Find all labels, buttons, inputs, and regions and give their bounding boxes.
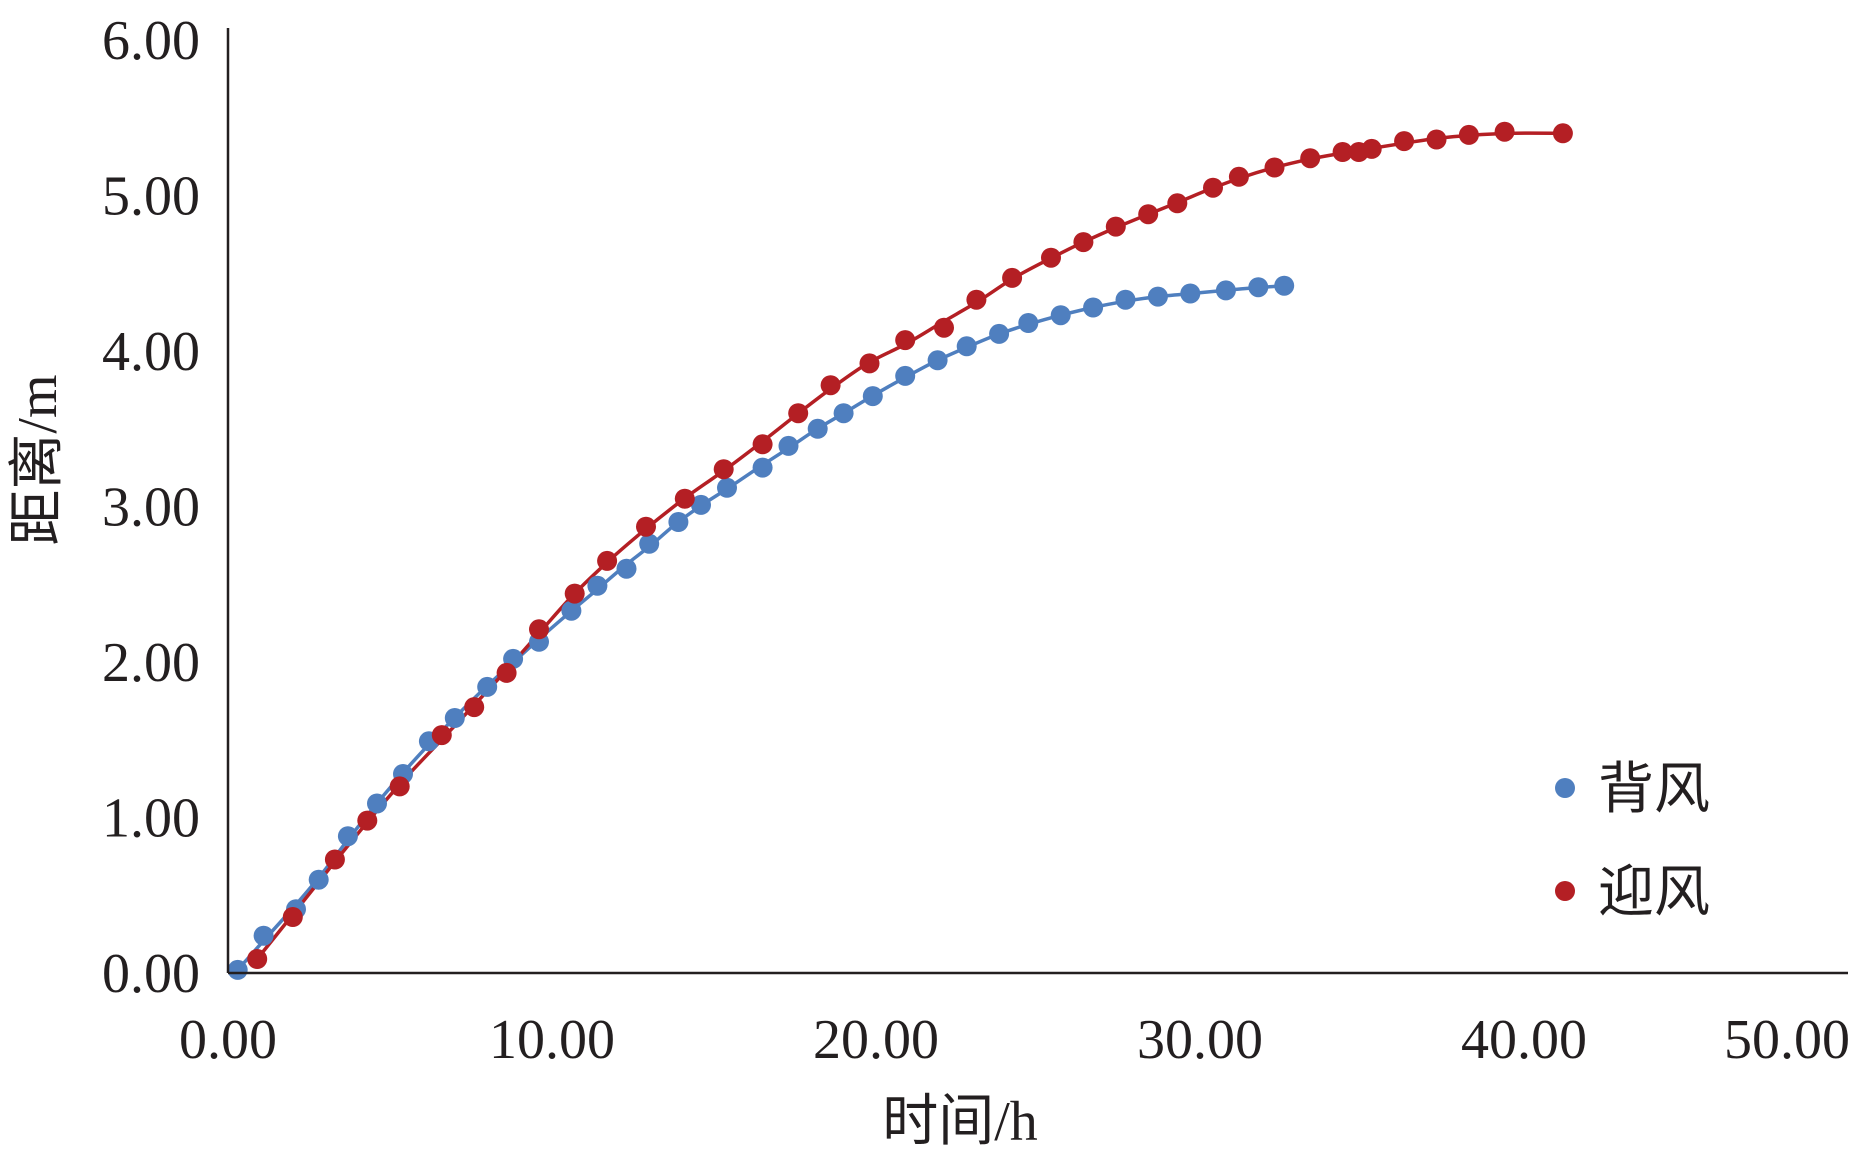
leeward-data-point <box>1274 275 1295 296</box>
legend-label-windward: 迎风 <box>1598 862 1710 924</box>
windward-data-point <box>1426 129 1447 150</box>
windward-data-point <box>1041 247 1061 268</box>
windward-data-point <box>1138 204 1159 225</box>
leeward-data-point <box>337 826 358 847</box>
leeward-data-point <box>833 403 854 424</box>
windward-data-point <box>1203 177 1223 198</box>
y-tick-label: 5.00 <box>102 166 200 228</box>
leeward-data-point <box>1050 305 1071 326</box>
windward-data-point <box>859 353 880 374</box>
leeward-data-point <box>1018 313 1039 333</box>
leeward-data-point <box>367 793 387 814</box>
windward-data-point <box>1105 216 1126 237</box>
x-tick-label: 40.00 <box>1461 1009 1587 1071</box>
leeward-data-point <box>1248 277 1269 298</box>
leeward-trendline <box>236 283 1285 972</box>
leeward-data-point <box>227 959 248 980</box>
windward-data-point <box>934 317 954 338</box>
legend-marker-windward <box>1555 881 1575 901</box>
windward-data-point <box>1394 131 1415 152</box>
x-tick-label: 10.00 <box>489 1009 615 1071</box>
windward-data-point <box>1264 157 1285 178</box>
windward-data-point <box>389 776 410 797</box>
y-tick-labels: 0.00 1.00 2.00 3.00 4.00 5.00 6.00 <box>102 10 200 1005</box>
windward-data-point <box>1552 123 1573 144</box>
leeward-data-point <box>807 418 828 439</box>
leeward-data-point <box>956 336 977 357</box>
windward-data-point <box>282 907 303 927</box>
windward-data-point <box>564 583 585 604</box>
windward-data-point <box>752 434 773 455</box>
leeward-data-point <box>587 575 608 596</box>
windward-data-point <box>357 810 378 831</box>
x-tick-label: 0.00 <box>179 1009 277 1071</box>
leeward-data-point <box>1180 283 1201 304</box>
x-tick-label: 20.00 <box>813 1009 939 1071</box>
x-tick-label: 30.00 <box>1137 1009 1263 1071</box>
y-tick-label: 4.00 <box>102 321 200 383</box>
leeward-data-point <box>616 558 637 579</box>
x-axis-title: 时间/h <box>882 1091 1038 1153</box>
windward-data-point <box>247 949 268 969</box>
leeward-data-point <box>561 600 582 621</box>
windward-data-point <box>529 619 549 640</box>
leeward-data-point <box>717 477 737 498</box>
leeward-data-point <box>778 435 799 456</box>
windward-data-point <box>1167 193 1188 214</box>
leeward-data-point <box>989 323 1010 344</box>
leeward-data-point <box>1215 280 1236 301</box>
y-axis-title: 距离/m <box>7 374 69 545</box>
windward-data-point <box>1361 138 1382 159</box>
windward-data-point <box>713 459 734 480</box>
x-tick-label: 50.00 <box>1724 1009 1850 1071</box>
legend-marker-leeward <box>1555 778 1575 798</box>
windward-data-point <box>636 516 656 537</box>
windward-data-point <box>820 375 841 396</box>
windward-data-point <box>597 550 618 571</box>
x-tick-labels: 0.00 10.00 20.00 30.00 40.00 50.00 <box>179 1009 1850 1071</box>
y-tick-label: 1.00 <box>102 788 200 850</box>
windward-data-point <box>1002 267 1023 288</box>
windward-data-point <box>966 289 987 310</box>
legend-label-leeward: 背风 <box>1598 759 1710 821</box>
windward-data-point <box>1332 142 1353 162</box>
windward-data-point <box>464 697 485 718</box>
windward-data-point <box>1458 124 1479 145</box>
leeward-data-point <box>444 708 465 728</box>
leeward-data-point <box>927 350 948 371</box>
leeward-data-point <box>1147 286 1168 307</box>
leeward-data-point <box>895 365 916 386</box>
data-points <box>227 121 1573 980</box>
leeward-data-point <box>253 925 274 946</box>
windward-data-point <box>496 662 517 683</box>
windward-data-point <box>431 725 452 746</box>
leeward-data-point <box>752 457 773 478</box>
leeward-data-point <box>1083 297 1104 318</box>
leeward-data-point <box>639 533 660 554</box>
leeward-data-point <box>1115 289 1136 310</box>
windward-data-point <box>1228 166 1249 187</box>
leeward-data-point <box>308 869 329 890</box>
y-tick-label: 2.00 <box>102 632 200 694</box>
windward-trendline <box>255 131 1563 961</box>
y-tick-label: 0.00 <box>102 943 200 1005</box>
leeward-data-point <box>668 512 689 532</box>
windward-data-point <box>324 849 345 870</box>
leeward-data-point <box>477 676 498 697</box>
windward-data-point <box>1073 232 1094 253</box>
y-tick-label: 3.00 <box>102 477 200 539</box>
windward-data-point <box>895 330 916 351</box>
windward-data-point <box>788 403 809 424</box>
windward-data-point <box>1300 148 1321 169</box>
leeward-data-point <box>862 386 883 407</box>
windward-data-point <box>674 488 695 509</box>
y-tick-label: 6.00 <box>102 10 200 72</box>
windward-data-point <box>1494 121 1515 142</box>
trendlines <box>236 131 1563 972</box>
leeward-data-point <box>691 494 711 515</box>
